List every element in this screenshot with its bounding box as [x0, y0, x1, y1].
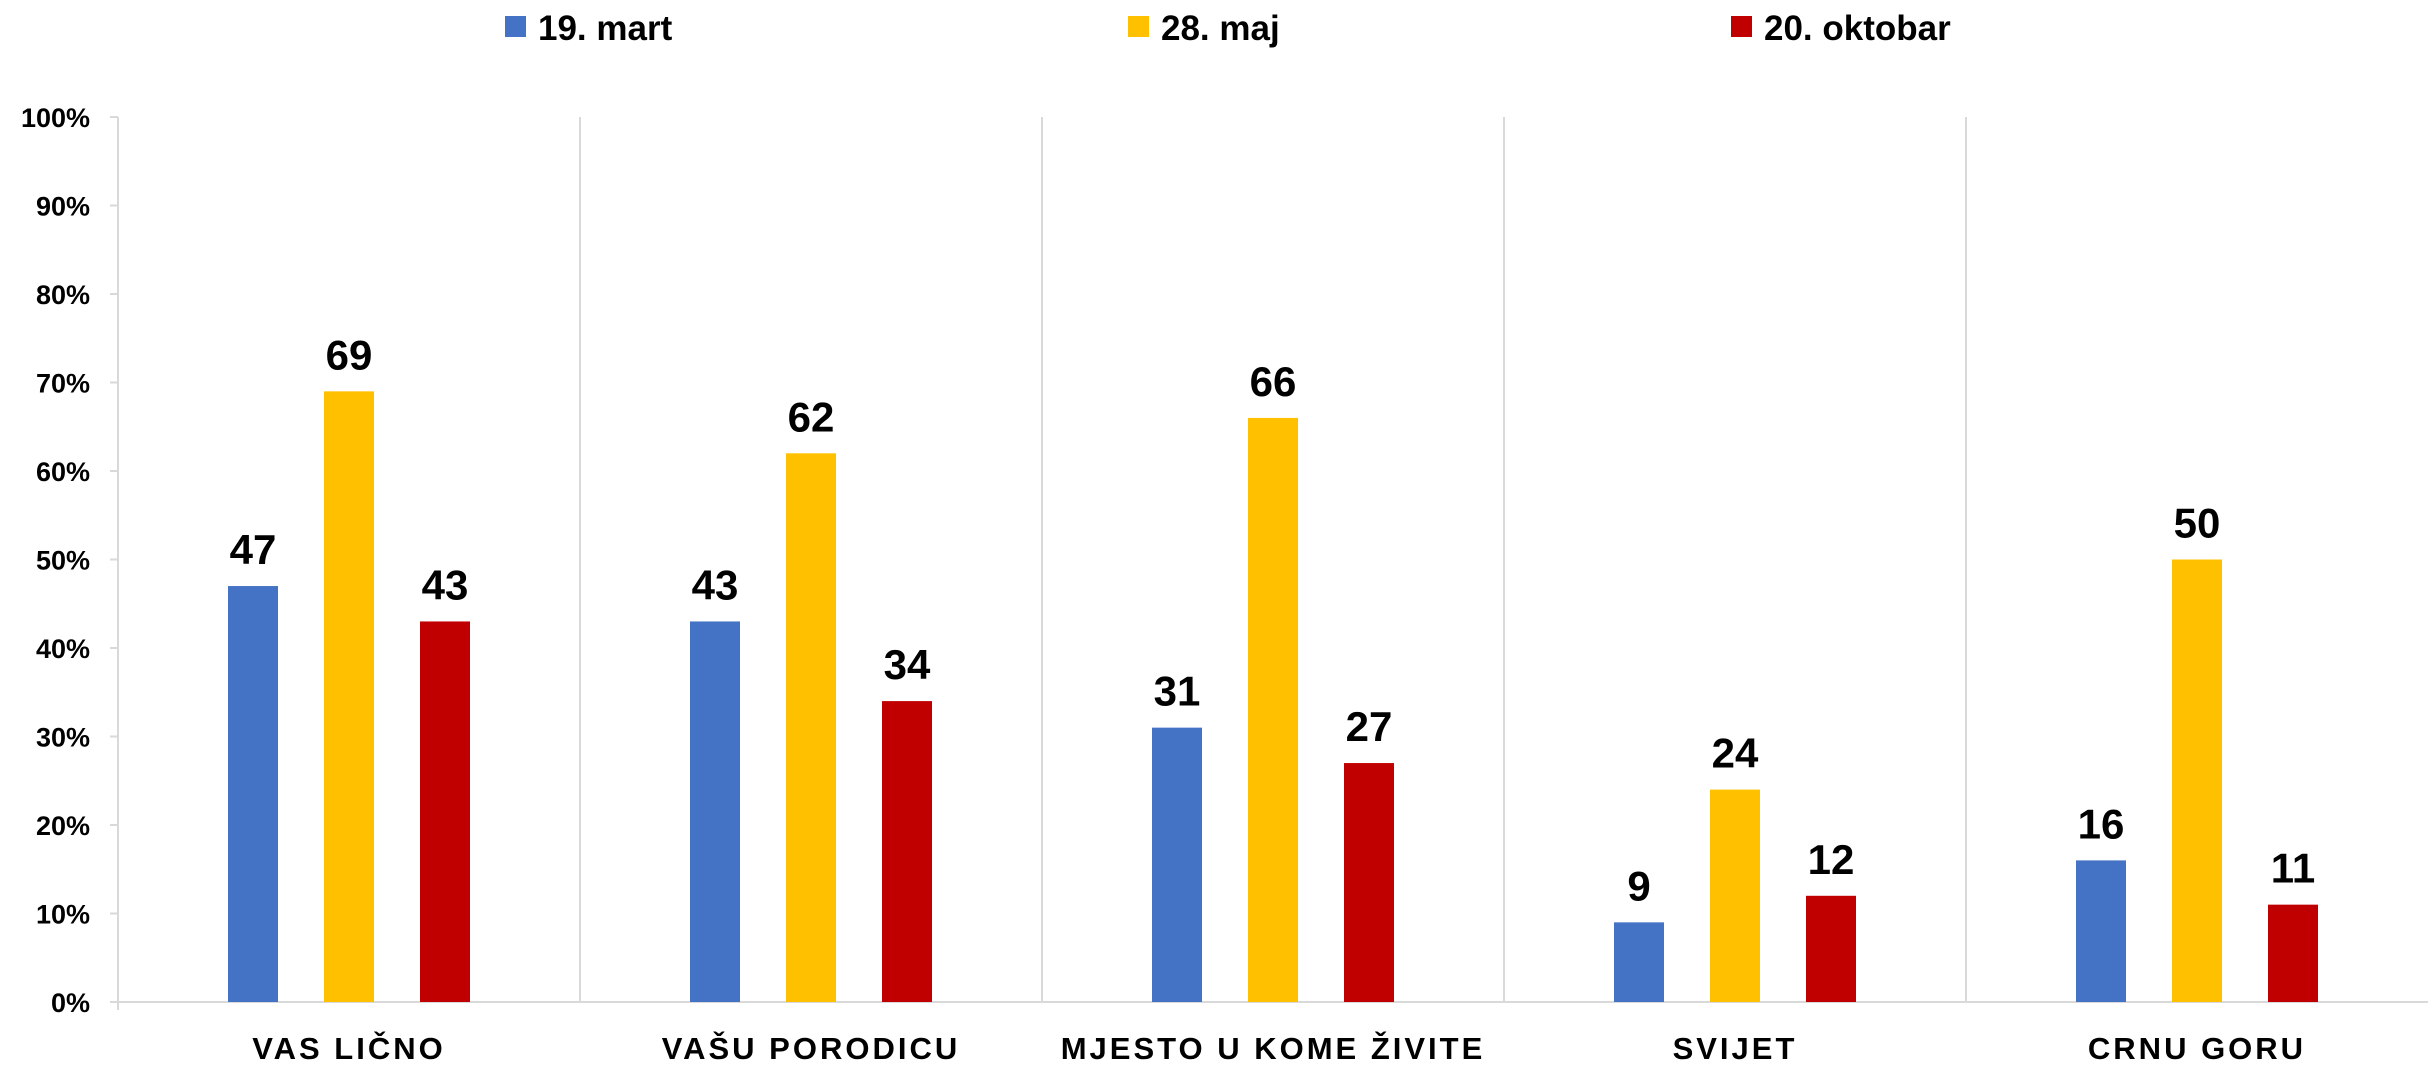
data-label-20-oktobar-mjesto-u-kome-zivite: 27	[1346, 703, 1393, 750]
y-tick-label: 100%	[21, 103, 90, 133]
bar-20-oktobar-svijet	[1806, 895, 1856, 1002]
legend-label: 28. maj	[1161, 9, 1280, 48]
y-tick-label: 80%	[36, 280, 90, 310]
x-tick-label-svijet: SVIJET	[1673, 1031, 1798, 1065]
bar-19-mart-vas-licno	[228, 586, 278, 1002]
x-tick-label-vas-licno: VAS LIČNO	[252, 1030, 446, 1065]
bar-20-oktobar-mjesto-u-kome-zivite	[1344, 763, 1394, 1002]
data-label-20-oktobar-vas-licno: 43	[422, 561, 469, 608]
bar-19-mart-vasu-porodicu	[690, 621, 740, 1002]
data-label-28-maj-svijet: 24	[1712, 730, 1759, 777]
y-tick-label: 90%	[36, 192, 90, 222]
data-label-19-mart-mjesto-u-kome-zivite: 31	[1154, 668, 1201, 715]
bar-28-maj-vasu-porodicu	[786, 453, 836, 1002]
y-tick-label: 30%	[36, 723, 90, 753]
category-separators	[579, 117, 1967, 1002]
data-label-19-mart-svijet: 9	[1627, 862, 1650, 909]
data-label-19-mart-crnu-goru: 16	[2078, 800, 2125, 847]
bar-28-maj-svijet	[1710, 789, 1760, 1002]
bar-28-maj-vas-licno	[324, 391, 374, 1003]
bar-19-mart-mjesto-u-kome-zivite	[1152, 727, 1202, 1002]
data-label-20-oktobar-svijet: 12	[1808, 836, 1855, 883]
legend-item-20-oktobar: 20. oktobar	[1731, 9, 1951, 48]
y-tick-label: 70%	[36, 369, 90, 399]
legend: 19. mart 28. maj 20. oktobar	[505, 9, 1951, 48]
legend-label: 19. mart	[538, 9, 673, 48]
bar-28-maj-crnu-goru	[2172, 559, 2222, 1002]
data-label-20-oktobar-crnu-goru: 11	[2271, 845, 2315, 892]
legend-swatch	[505, 16, 526, 37]
bar-28-maj-mjesto-u-kome-zivite	[1248, 417, 1298, 1002]
bar-19-mart-crnu-goru	[2076, 860, 2126, 1002]
data-label-20-oktobar-vasu-porodicu: 34	[884, 641, 931, 688]
bar-20-oktobar-vas-licno	[420, 621, 470, 1002]
data-label-19-mart-vasu-porodicu: 43	[692, 561, 739, 608]
y-tick-label: 40%	[36, 634, 90, 664]
data-label-28-maj-vasu-porodicu: 62	[788, 393, 835, 440]
legend-item-19-mart: 19. mart	[505, 9, 673, 48]
bar-19-mart-svijet	[1614, 922, 1664, 1002]
y-tick-label: 60%	[36, 457, 90, 487]
legend-swatch	[1731, 16, 1752, 37]
x-tick-label-crnu-goru: CRNU GORU	[2088, 1031, 2306, 1065]
x-tick-label-vasu-porodicu: VAŠU PORODICU	[662, 1030, 961, 1065]
data-label-28-maj-crnu-goru: 50	[2174, 500, 2221, 547]
legend-label: 20. oktobar	[1764, 9, 1951, 48]
x-tick-label-mjesto-u-kome-zivite: MJESTO U KOME ŽIVITE	[1061, 1030, 1486, 1065]
legend-item-28-maj: 28. maj	[1128, 9, 1280, 48]
bar-20-oktobar-crnu-goru	[2268, 904, 2318, 1002]
bars	[228, 391, 2318, 1003]
y-tick-label: 0%	[51, 988, 90, 1018]
axes: 0% 10% 20% 30% 40% 50% 60% 70% 80% 90% 100% VAS LIČ…	[21, 103, 2428, 1066]
data-label-28-maj-mjesto-u-kome-zivite: 66	[1250, 358, 1297, 405]
data-label-19-mart-vas-licno: 47	[230, 526, 277, 573]
y-tick-label: 50%	[36, 546, 90, 576]
y-tick-label: 20%	[36, 811, 90, 841]
data-label-28-maj-vas-licno: 69	[326, 331, 373, 378]
bar-20-oktobar-vasu-porodicu	[882, 701, 932, 1002]
y-tick-label: 10%	[36, 900, 90, 930]
legend-swatch	[1128, 16, 1149, 37]
data-labels: 47 43 31 9 16 69 62 66 24 50 43 34 27 12 11	[230, 331, 2316, 909]
